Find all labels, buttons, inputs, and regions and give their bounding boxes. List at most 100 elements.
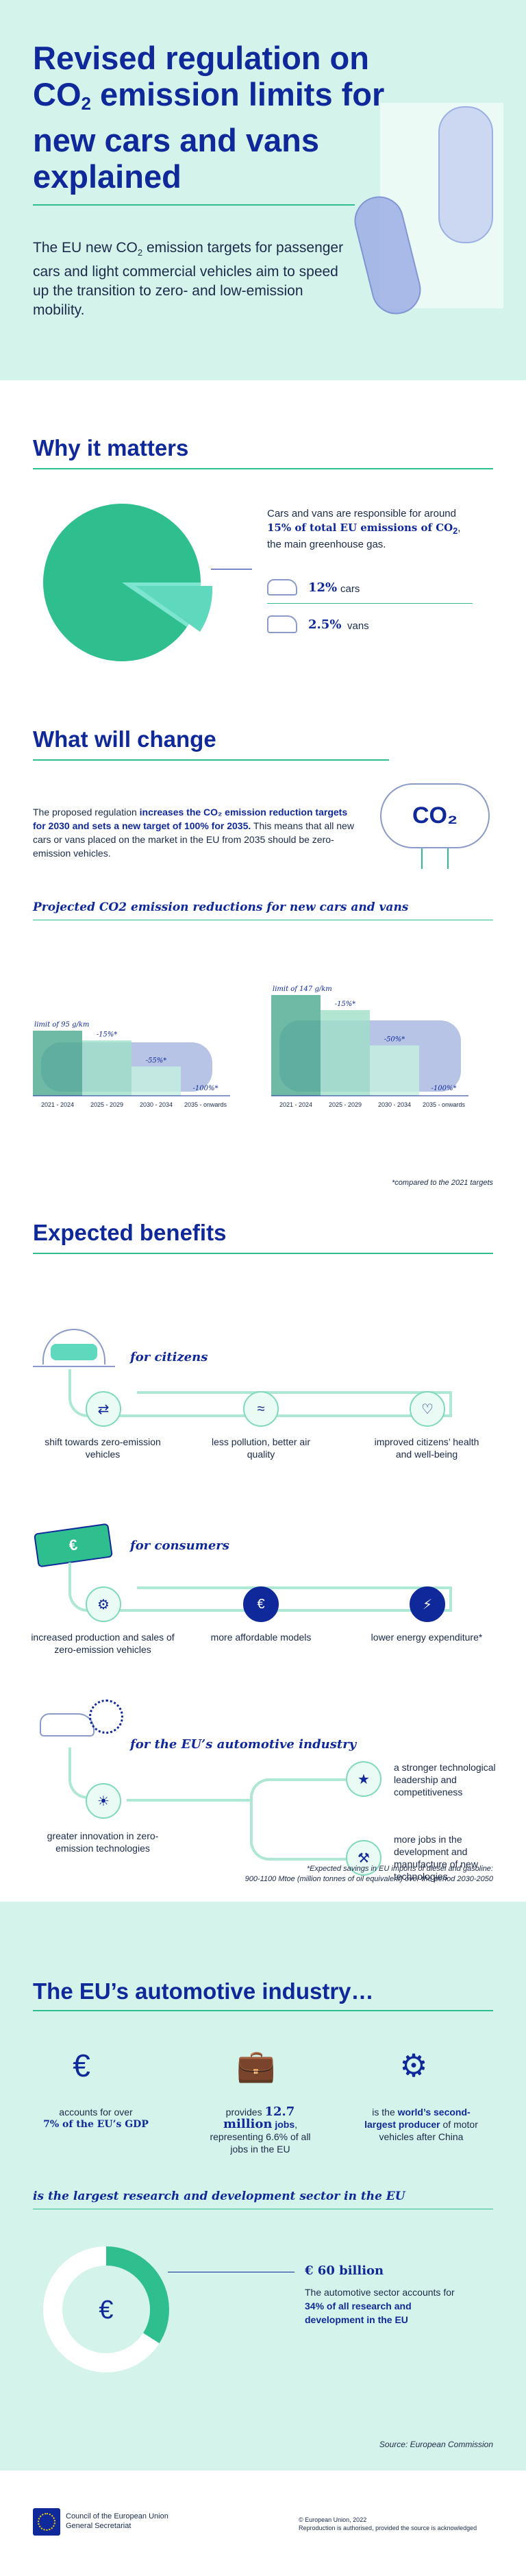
rd-donut-chart: € [43,2246,169,2372]
council-logo [33,2508,60,2536]
industry-heading: The EU’s automotive industry… [33,1978,374,2004]
bar-van-0 [271,995,321,1096]
gdp-stat-text: accounts for over [59,2107,133,2118]
svg-text:€: € [99,2296,113,2324]
bar-van-2 [370,1045,419,1096]
vans-label: vans [347,620,369,632]
source-text: Source: European Commission [379,2440,493,2449]
industry-flow-line-3 [250,1778,346,1861]
tick-car-3: 2035 - onwards [184,1101,227,1108]
why-text: Cars and vans are responsible for around… [267,508,461,550]
bar-label-car-3: -100%* [193,1085,218,1092]
bar-car-2 [132,1066,181,1096]
industry-benefit-2: a stronger technological leadership and … [394,1762,496,1798]
page-title: Revised regulation on CO2 emission limit… [33,40,385,195]
bar-car-0 [33,1031,82,1096]
eu-stars-logo-icon [38,2513,55,2531]
header-section: Revised regulation on CO2 emission limit… [0,0,526,380]
citizens-benefit-3: improved citizens’ health and well-being [374,1436,479,1460]
clean-air-icon: ≈ [243,1391,279,1427]
citizens-benefit-1: shift towards zero-emission vehicles [45,1436,161,1460]
title-divider [33,204,355,206]
citizens-icon [33,1326,115,1367]
shift-vehicles-icon: ⇄ [86,1391,121,1427]
emission-reduction-chart: limit of 95 g/km 2021 - 2024 -15%* 2025 - 2… [33,985,468,1108]
bar-label-van-1: -15%* [335,1001,356,1008]
van-icon [267,615,297,633]
gdp-stat-highlight: 7% of the EU’s GDP [43,2119,149,2130]
leadership-icon: ★ [346,1761,381,1797]
benefits-section: Expected benefits for citizens ⇄ ≈ ♡ shi… [0,1220,526,1902]
chart-title: Projected CO2 emission reductions for ne… [33,900,409,914]
council-name: Council of the European Union General Se… [66,2512,168,2531]
car-factory-icon: ⚙ [399,2048,428,2083]
energy-icon: ⚡ [410,1586,445,1622]
industry-benefits-title: for the EU’s automotive industry [130,1737,357,1752]
bar-label-van-2: -50%* [384,1036,405,1044]
van-image [438,106,493,243]
tick-van-3: 2035 - onwards [423,1101,466,1108]
bar-van-1 [321,1010,370,1096]
jobs-stat: provides 12.7 million jobs, representing… [210,2105,311,2155]
copyright-line2: Reproduction is authorised, provided the… [299,2525,477,2531]
industry-section: The EU’s automotive industry… € accounts… [0,1902,526,2470]
bar-label-car-0: limit of 95 g/km [34,1021,89,1029]
council-name-line2: General Secretariat [66,2522,132,2530]
industry-flow-line-2 [127,1799,250,1802]
benefits-footnote-line1: *Expected savings in EU imports of diese… [306,1865,493,1873]
industry-benefit-3: more jobs in the development and manufac… [394,1834,478,1882]
copyright-notice: © European Union, 2022 Reproduction is a… [299,2516,477,2532]
health-icon: ♡ [410,1391,445,1427]
producer-stat: is the world’s second-largest producer o… [364,2107,478,2142]
benefits-footnote: *Expected savings in EU imports of diese… [245,1864,493,1885]
bar-label-car-1: -15%* [97,1031,118,1038]
jobs-icon: ⚒ [346,1840,381,1876]
bar-car-1 [82,1040,132,1096]
cars-percentage: 12% [308,580,338,595]
why-divider [33,468,493,469]
vans-percentage: 2.5% [308,617,342,632]
affordable-icon: € [243,1586,279,1622]
chart-footnote: *compared to the 2021 targets [392,1179,493,1187]
benefits-heading: Expected benefits [33,1220,227,1245]
change-text: The proposed regulation increases the CO… [33,807,354,859]
benefits-divider [33,1253,493,1254]
production-icon: ⚙ [86,1586,121,1622]
eu-stars-icon [89,1700,123,1734]
consumers-benefit-1: increased production and sales of zero-e… [31,1632,175,1655]
euro-icon: € [73,2048,90,2083]
tick-van-1: 2025 - 2029 [329,1101,362,1108]
benefits-footnote-line2: 900-1100 Mtoe (million tonnes of oil equ… [245,1875,493,1883]
briefcase-icon: 💼 [236,2047,276,2083]
copyright-line1: © European Union, 2022 [299,2516,367,2523]
why-heading: Why it matters [33,435,189,461]
car-icon [267,579,297,596]
co2-cloud-label: CO₂ [412,802,458,829]
change-heading: What will change [33,726,216,752]
industry-benefit-1: greater innovation in zero-emission tech… [47,1830,159,1854]
change-section: What will change CO₂ The proposed regula… [0,709,526,1220]
tick-van-2: 2030 - 2034 [378,1101,411,1108]
consumers-benefit-3: lower energy expenditure* [371,1632,483,1643]
cars-divider [267,603,473,604]
industry-car-icon [40,1713,95,1737]
cars-label: cars [340,583,360,595]
consumers-flow-line-2 [137,1586,452,1612]
pie-slice-offset [136,586,213,632]
tick-car-2: 2030 - 2034 [140,1101,173,1108]
co2-cloud-icon: CO₂ [380,783,490,848]
consumers-title: for consumers [130,1538,229,1553]
bar-label-car-2: -55%* [146,1057,167,1064]
rd-text: The automotive sector accounts for 34% o… [305,2287,455,2325]
rd-amount: € 60 billion [305,2264,384,2278]
tick-car-0: 2021 - 2024 [41,1101,74,1108]
bar-label-van-0: limit of 147 g/km [273,985,332,993]
footer: Council of the European Union General Se… [0,2470,526,2576]
gdp-stat: accounts for over 7% of the EU’s GDP [41,2106,151,2131]
tick-car-1: 2025 - 2029 [90,1101,123,1108]
why-section: Why it matters Cars and vans are respons… [0,380,526,709]
money-icon: € [34,1523,113,1568]
citizens-flow-line-2 [137,1391,452,1417]
industry-divider [33,2010,493,2011]
citizens-title: for citizens [130,1350,208,1364]
